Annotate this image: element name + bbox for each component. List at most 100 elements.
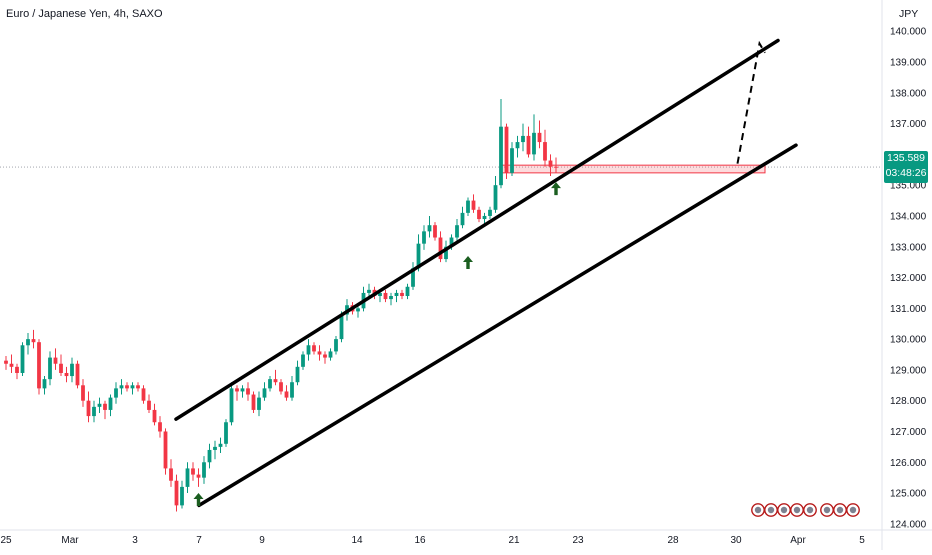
x-tick-label: 14 bbox=[351, 535, 363, 546]
candle-body bbox=[185, 468, 190, 487]
candle-body bbox=[499, 126, 503, 186]
candle-body bbox=[42, 379, 47, 389]
candle-body bbox=[455, 225, 459, 238]
y-tick-label: 135.000 bbox=[890, 181, 927, 192]
candle-body bbox=[488, 209, 492, 216]
candle-body bbox=[75, 363, 80, 386]
candle-body bbox=[97, 403, 102, 407]
channel-upper-line bbox=[174, 38, 780, 421]
candle-body bbox=[471, 200, 476, 210]
candle-body bbox=[537, 132, 542, 143]
event-icon-dot bbox=[767, 506, 775, 514]
y-tick-label: 133.000 bbox=[890, 242, 927, 253]
y-tick-label: 137.000 bbox=[890, 119, 927, 130]
up-arrow-icon bbox=[551, 182, 561, 196]
candle-body bbox=[422, 231, 426, 244]
candle-body bbox=[460, 212, 465, 226]
projection-arrow bbox=[736, 40, 766, 164]
candle-body bbox=[235, 388, 239, 392]
up-arrow-icon bbox=[463, 255, 473, 269]
candle-body bbox=[449, 237, 454, 247]
x-tick-label: 21 bbox=[508, 535, 520, 546]
y-tick-label: 134.000 bbox=[890, 211, 927, 222]
candle-body bbox=[251, 394, 256, 410]
candle-body bbox=[169, 468, 173, 481]
candle-body bbox=[174, 480, 179, 506]
candle-body bbox=[103, 403, 107, 410]
candle-body bbox=[229, 388, 234, 423]
candle-body bbox=[427, 225, 432, 232]
candle-body bbox=[257, 397, 261, 410]
candle-body bbox=[180, 486, 184, 506]
candle-body bbox=[438, 237, 443, 260]
candle-body bbox=[504, 126, 509, 173]
x-tick-label: 7 bbox=[196, 535, 202, 546]
candle-body bbox=[306, 345, 311, 355]
candle-body bbox=[86, 400, 91, 417]
candle-body bbox=[163, 431, 168, 469]
x-tick-label: 30 bbox=[730, 535, 742, 546]
last-price-tag: 135.589 03:48:26 bbox=[884, 151, 928, 184]
candle-body bbox=[328, 351, 333, 358]
candle-body bbox=[37, 342, 41, 389]
candle-body bbox=[147, 400, 151, 410]
event-icon-dot bbox=[823, 506, 831, 514]
candle-body bbox=[389, 296, 393, 300]
candle-body bbox=[108, 397, 113, 410]
candle-body bbox=[4, 360, 8, 364]
candle-body bbox=[130, 385, 135, 389]
event-icon-dot bbox=[754, 506, 762, 514]
candle-body bbox=[383, 292, 388, 300]
candle-body bbox=[356, 308, 360, 312]
x-tick-label: Mar bbox=[61, 535, 79, 546]
candle-body bbox=[191, 468, 195, 475]
candle-body bbox=[295, 366, 300, 383]
candle-body bbox=[152, 409, 157, 423]
candle-body bbox=[273, 379, 278, 383]
candle-body bbox=[521, 135, 525, 143]
y-tick-label: 125.000 bbox=[890, 489, 927, 500]
y-tick-label: 140.000 bbox=[890, 27, 927, 38]
y-tick-label: 126.000 bbox=[890, 458, 927, 469]
candle-body bbox=[141, 388, 146, 401]
candle-body bbox=[284, 391, 289, 398]
candle-body bbox=[9, 363, 14, 367]
candle-body bbox=[334, 339, 338, 352]
candle-body bbox=[158, 422, 162, 432]
candle-body bbox=[301, 354, 305, 367]
candle-body bbox=[339, 314, 344, 340]
candle-body bbox=[290, 382, 294, 398]
candle-body bbox=[543, 142, 547, 161]
y-tick-label: 130.000 bbox=[890, 335, 927, 346]
candle-body bbox=[510, 148, 514, 173]
y-tick-label: 132.000 bbox=[890, 273, 927, 284]
candle-body bbox=[70, 363, 74, 377]
up-arrow-icon bbox=[193, 493, 204, 507]
y-tick-label: 138.000 bbox=[890, 88, 927, 99]
x-tick-label: 16 bbox=[414, 535, 426, 546]
candle-body bbox=[20, 345, 25, 373]
candle-body bbox=[466, 200, 470, 213]
x-tick-label: 23 bbox=[572, 535, 584, 546]
candle-body bbox=[31, 339, 36, 343]
candle-body bbox=[312, 345, 316, 352]
event-icon-dot bbox=[780, 506, 788, 514]
y-tick-label: 127.000 bbox=[890, 427, 927, 438]
candle-body bbox=[515, 142, 520, 149]
candle-body bbox=[526, 135, 531, 155]
x-tick-label: 5 bbox=[859, 535, 865, 546]
channel-lower-line bbox=[197, 143, 798, 508]
last-price-value: 135.589 bbox=[887, 152, 925, 165]
candle-body bbox=[279, 382, 283, 392]
support-zone bbox=[500, 164, 766, 174]
candle-body bbox=[532, 132, 536, 155]
candle-body bbox=[240, 388, 245, 392]
candle-body bbox=[394, 292, 399, 297]
y-tick-label: 129.000 bbox=[890, 365, 927, 376]
event-icon-dot bbox=[849, 506, 857, 514]
candle-body bbox=[202, 462, 206, 478]
x-tick-label: 25 bbox=[0, 535, 12, 546]
event-icon-dot bbox=[793, 506, 801, 514]
